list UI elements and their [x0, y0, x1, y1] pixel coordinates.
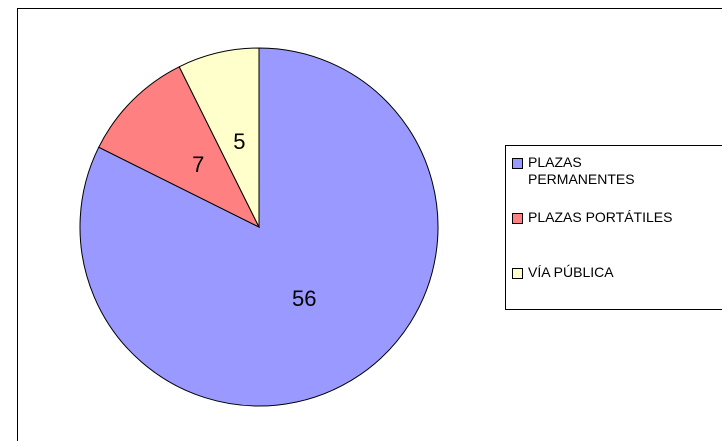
data-label: 7	[192, 152, 204, 177]
legend-swatch	[512, 213, 523, 224]
legend-label: PLAZAS PERMANENTES	[528, 154, 635, 187]
legend-swatch	[512, 158, 523, 169]
legend-item: PLAZAS PORTÁTILES	[512, 209, 672, 226]
legend: PLAZAS PERMANENTES PLAZAS PORTÁTILES VÍA P…	[505, 145, 722, 310]
data-label: 5	[233, 129, 245, 154]
legend-label: VÍA PÚBLICA	[528, 264, 614, 280]
pie: 56 7 5	[79, 47, 439, 407]
pie-slice	[178, 47, 260, 228]
legend-item: VÍA PÚBLICA	[512, 264, 614, 281]
legend-item: PLAZAS PERMANENTES	[512, 154, 638, 188]
data-label: 56	[292, 286, 316, 311]
legend-label: PLAZAS PORTÁTILES	[528, 209, 673, 225]
pie-slice	[98, 66, 261, 229]
legend-swatch	[512, 268, 523, 279]
